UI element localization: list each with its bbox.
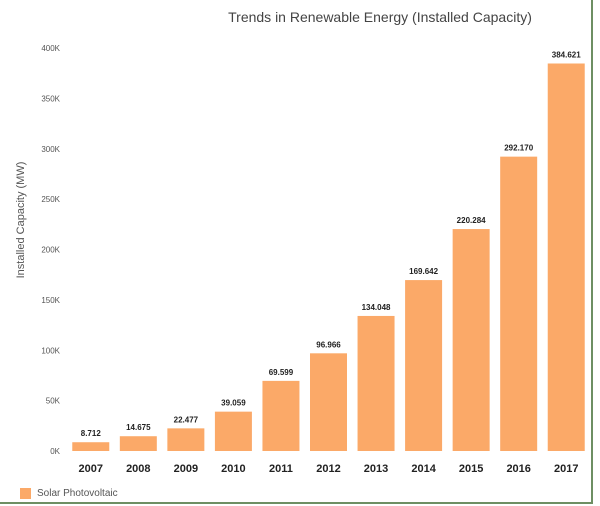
data-label-2016: 292.170 <box>504 144 533 153</box>
x-tick-label-2011: 2011 <box>269 463 293 475</box>
data-label-2007: 8.712 <box>81 429 102 438</box>
y-tick-label: 300K <box>41 145 60 154</box>
x-tick-label-2010: 2010 <box>221 463 245 475</box>
bar-2015 <box>452 229 490 451</box>
bar-2017 <box>547 63 585 451</box>
data-label-2015: 220.284 <box>457 216 486 225</box>
x-tick-label-2009: 2009 <box>174 463 198 475</box>
legend-label-solar-photovoltaic: Solar Photovoltaic <box>37 488 118 499</box>
x-tick-label-2017: 2017 <box>554 463 578 475</box>
data-label-2014: 169.642 <box>409 267 438 276</box>
bar-2014 <box>405 280 443 451</box>
legend: Solar Photovoltaic <box>20 488 118 499</box>
bar-2012 <box>310 353 347 451</box>
y-tick-label: 0K <box>50 447 60 456</box>
y-tick-label: 350K <box>41 94 60 103</box>
data-label-2013: 134.048 <box>362 303 391 312</box>
x-tick-label-2007: 2007 <box>79 463 103 475</box>
data-label-2011: 69.599 <box>269 368 294 377</box>
y-tick-label: 250K <box>41 195 60 204</box>
data-label-2008: 14.675 <box>126 423 151 432</box>
bar-series: 8.712 14.675 22.477 39.059 69.599 96.966 134.0… <box>72 50 585 451</box>
y-tick-label: 200K <box>41 246 60 255</box>
chart-title: Trends in Renewable Energy (Installed Ca… <box>228 9 532 25</box>
x-tick-label-2015: 2015 <box>459 463 483 475</box>
x-tick-label-2014: 2014 <box>411 463 436 475</box>
bar-2011 <box>262 380 300 451</box>
bar-2010 <box>214 411 252 451</box>
y-axis-label: Installed Capacity (MW) <box>15 162 27 279</box>
data-label-2017: 384.621 <box>552 50 581 59</box>
bar-2007 <box>72 442 110 451</box>
x-tick-label-2008: 2008 <box>126 463 150 475</box>
data-label-2009: 22.477 <box>174 415 199 424</box>
bar-2016 <box>500 156 538 451</box>
x-tick-label-2012: 2012 <box>316 463 340 475</box>
data-label-2010: 39.059 <box>221 399 246 408</box>
y-tick-label: 150K <box>41 296 60 305</box>
bar-2009 <box>167 428 205 451</box>
bar-2008 <box>119 436 157 451</box>
y-tick-label: 50K <box>46 397 61 406</box>
legend-swatch <box>20 488 31 499</box>
y-tick-label: 100K <box>41 346 60 355</box>
data-label-2012: 96.966 <box>316 340 341 349</box>
y-tick-label: 400K <box>41 44 60 53</box>
y-axis-ticks: 0K 50K 100K 150K 200K 250K 300K 350K 400K <box>41 44 60 456</box>
bar-2013 <box>357 315 395 451</box>
x-tick-label-2016: 2016 <box>506 463 530 475</box>
x-tick-label-2013: 2013 <box>364 463 388 475</box>
x-axis-ticks: 2007 2008 2009 2010 2011 2012 2013 2014 2015 2016… <box>79 463 579 475</box>
